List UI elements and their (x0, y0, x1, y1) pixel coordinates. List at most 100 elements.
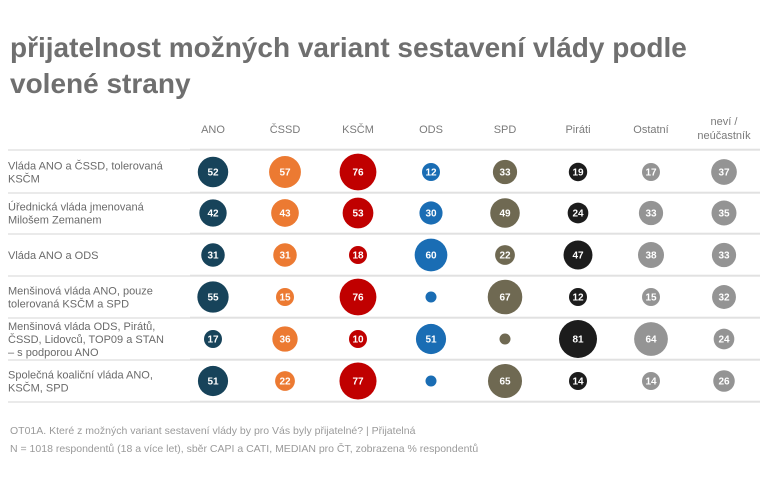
row-label: KSČM, SPD (8, 382, 69, 395)
data-label: 67 (499, 293, 511, 304)
data-label: 33 (718, 251, 730, 262)
data-bubble (197, 156, 229, 188)
data-label: 43 (279, 209, 291, 220)
data-label: 38 (645, 251, 657, 262)
data-bubble (638, 200, 664, 226)
data-bubble (419, 201, 443, 225)
data-label: 33 (499, 168, 511, 179)
data-bubble (276, 288, 294, 306)
row-label: – s podporou ANO (8, 347, 99, 359)
data-bubble (559, 320, 597, 358)
row-label: KSČM (8, 173, 40, 186)
row-label: tolerovaná KSČM a SPD (8, 298, 129, 311)
data-bubble (275, 371, 295, 391)
data-bubble (197, 365, 229, 397)
data-bubble (339, 153, 377, 191)
data-label: 76 (352, 168, 364, 179)
data-bubble (637, 241, 665, 269)
column-header: ODS (419, 124, 443, 136)
data-label: 24 (572, 209, 584, 220)
chart-title: přijatelnost možných variant sestavení v… (10, 32, 687, 99)
data-bubble (204, 330, 222, 348)
row-label: Vláda ANO a ČSSD, tolerovaná (8, 160, 164, 173)
data-bubble (569, 288, 587, 306)
data-bubble (490, 198, 520, 228)
data-bubble (711, 159, 737, 185)
data-label: 42 (207, 209, 219, 220)
data-label: 33 (645, 209, 657, 220)
column-header: KSČM (342, 123, 374, 136)
data-label: 76 (352, 293, 364, 304)
data-bubble (713, 370, 735, 392)
data-label: 64 (645, 335, 657, 346)
data-label: 24 (718, 335, 730, 346)
column-header: neví / (711, 116, 739, 128)
data-label: 32 (718, 293, 730, 304)
row-label: ČSSD, Lidovců, TOP09 a STAN (8, 333, 164, 346)
row-label: Společná koaliční vláda ANO, (8, 370, 153, 382)
data-bubble (495, 245, 515, 265)
data-bubble (567, 202, 589, 224)
data-label: 51 (425, 335, 437, 346)
data-label: 26 (718, 377, 730, 388)
data-bubble (492, 159, 518, 185)
data-label: 14 (572, 377, 584, 388)
data-bubble (713, 328, 735, 350)
data-label: 31 (279, 251, 291, 262)
data-bubble (415, 323, 447, 355)
data-bubble (711, 200, 737, 226)
data-bubble (339, 278, 377, 316)
data-bubble (199, 199, 227, 227)
column-header: Piráti (565, 124, 590, 136)
data-label: 12 (572, 293, 584, 304)
data-bubble (342, 197, 374, 229)
data-bubble (269, 156, 301, 188)
data-bubble-small (425, 291, 437, 303)
data-label: 52 (207, 168, 219, 179)
data-bubble (339, 362, 377, 400)
data-label: 77 (352, 377, 364, 388)
data-label: 37 (718, 168, 730, 179)
column-header: neúčastník (697, 130, 751, 142)
data-label: 81 (572, 335, 584, 346)
data-label: 15 (645, 293, 657, 304)
data-label: 51 (207, 377, 219, 388)
column-header: SPD (494, 124, 517, 136)
data-label: 12 (425, 168, 437, 179)
data-label: 31 (207, 251, 219, 262)
data-bubble (711, 242, 737, 268)
data-bubble (642, 372, 660, 390)
row-label: Milošem Zemanem (8, 215, 102, 227)
data-bubble (197, 281, 229, 313)
row-label: Úřednická vláda jmenovaná (8, 201, 145, 214)
data-bubble (634, 322, 668, 356)
data-bubble (414, 238, 448, 272)
data-bubble (712, 285, 736, 309)
footnote-sample: N = 1018 respondentů (18 a více let), sb… (10, 443, 479, 455)
data-label: 60 (425, 251, 437, 262)
data-bubble (642, 163, 660, 181)
data-label: 36 (279, 335, 291, 346)
data-label: 55 (207, 293, 219, 304)
data-bubble (487, 363, 523, 399)
data-bubble (201, 243, 225, 267)
footnote-question: OT01A. Které z možných variant sestavení… (10, 425, 416, 437)
row-label: Menšinová vláda ODS, Pirátů, (8, 321, 155, 333)
column-header: ČSSD (270, 123, 301, 136)
data-label: 10 (352, 335, 364, 346)
row-label: Menšinová vláda ANO, pouze (8, 286, 153, 298)
column-header: Ostatní (633, 124, 668, 136)
data-label: 30 (425, 209, 437, 220)
data-label: 49 (499, 209, 511, 220)
data-bubble (568, 162, 588, 182)
data-bubble (271, 199, 299, 227)
column-header: ANO (201, 124, 225, 136)
data-bubble (422, 163, 440, 181)
data-label: 53 (352, 209, 364, 220)
data-bubble-small (499, 333, 511, 345)
data-label: 35 (718, 209, 730, 220)
data-label: 22 (499, 251, 511, 262)
data-label: 65 (499, 377, 511, 388)
data-label: 17 (207, 335, 219, 346)
